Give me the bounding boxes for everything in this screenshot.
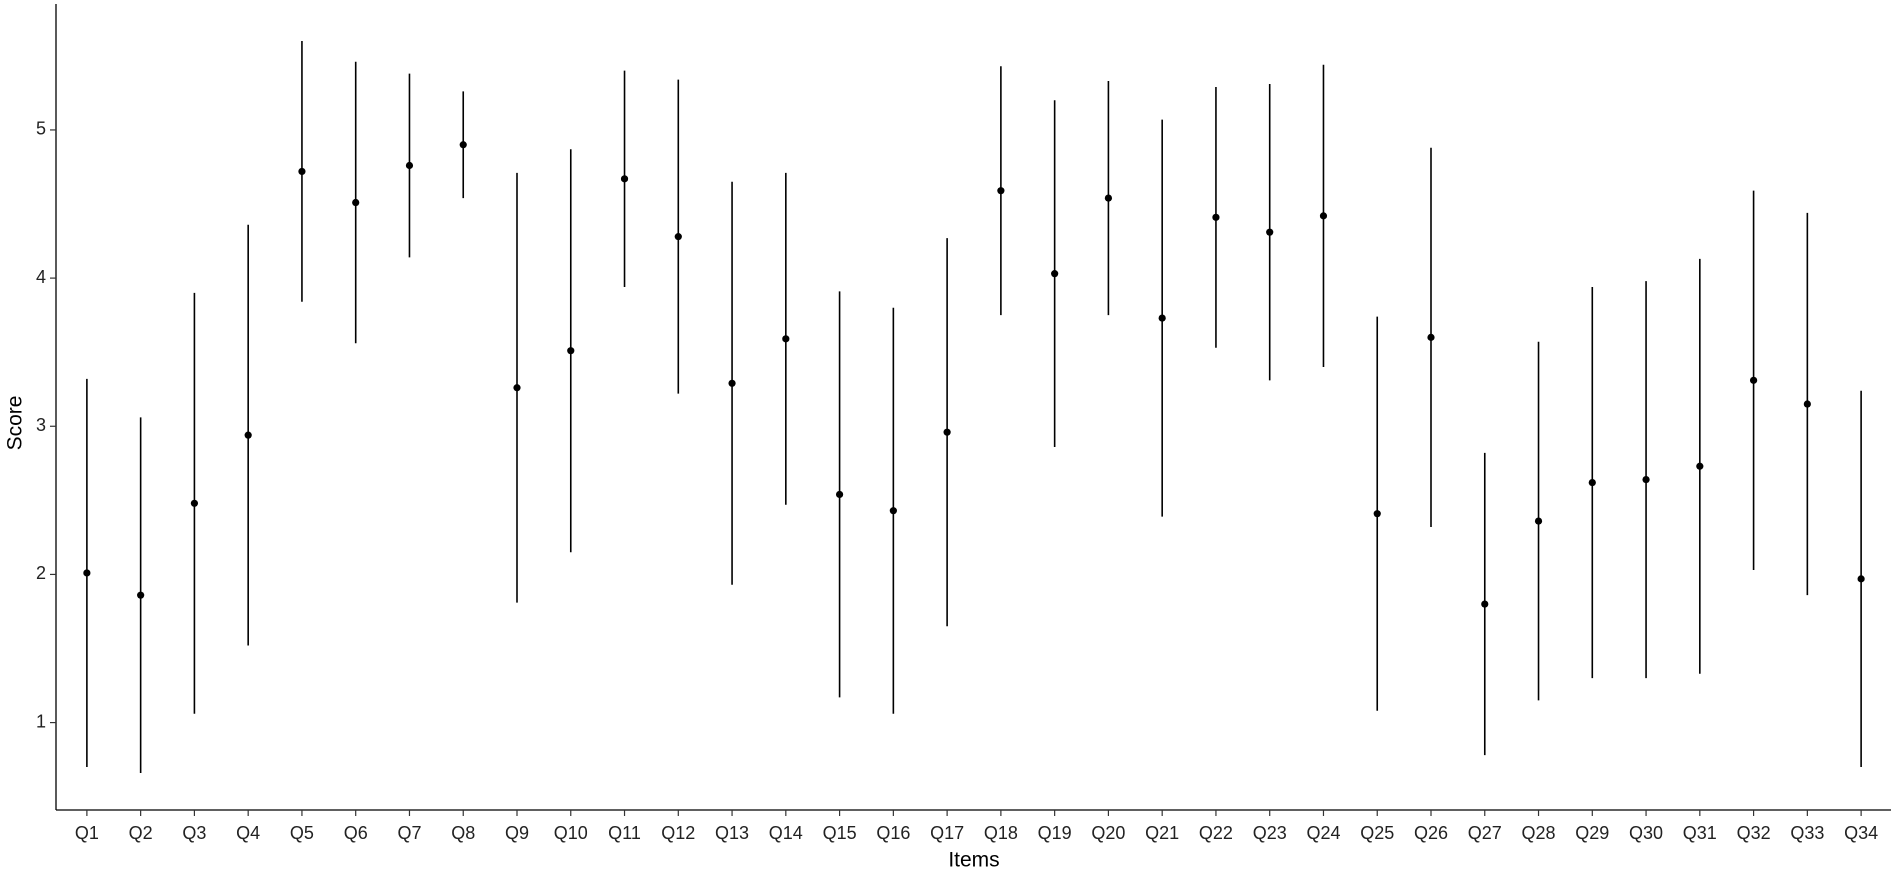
y-tick-label: 5	[36, 119, 46, 139]
point	[1534, 517, 1543, 525]
x-tick-label: Q6	[344, 823, 368, 843]
x-tick-label: Q31	[1683, 823, 1717, 843]
x-tick-label: Q14	[769, 823, 803, 843]
point	[1696, 462, 1704, 470]
x-tick-label: Q12	[661, 823, 695, 843]
point	[674, 233, 682, 241]
x-tick-label: Q23	[1253, 823, 1287, 843]
x-tick-label: Q10	[554, 823, 588, 843]
point	[1857, 575, 1865, 583]
point	[513, 384, 521, 392]
point	[1319, 212, 1328, 220]
point	[137, 591, 145, 599]
point	[244, 431, 252, 439]
x-tick-label: Q1	[75, 823, 99, 843]
point	[83, 569, 91, 577]
x-tick-label: Q9	[505, 823, 529, 843]
x-axis-title: Items	[948, 849, 999, 872]
point	[190, 499, 199, 507]
point	[298, 167, 306, 176]
x-tick-label: Q15	[823, 823, 857, 843]
point	[1642, 475, 1650, 484]
x-tick-label: Q34	[1844, 823, 1878, 843]
x-tick-label: Q13	[715, 823, 749, 843]
x-tick-label: Q29	[1575, 823, 1609, 843]
point	[1266, 228, 1274, 236]
x-tick-label: Q4	[236, 823, 260, 843]
x-tick-label: Q22	[1199, 823, 1233, 843]
x-tick-label: Q7	[397, 823, 421, 843]
point	[997, 187, 1005, 195]
x-tick-label: Q28	[1522, 823, 1556, 843]
x-tick-label: Q24	[1306, 823, 1340, 843]
point	[405, 161, 414, 170]
point	[728, 379, 736, 387]
point	[1212, 213, 1220, 221]
point	[1104, 194, 1113, 202]
y-tick-label: 3	[36, 415, 46, 435]
point	[459, 141, 467, 149]
point	[1051, 270, 1059, 278]
y-tick-label: 4	[36, 267, 46, 287]
x-tick-label: Q26	[1414, 823, 1448, 843]
x-tick-label: Q3	[182, 823, 206, 843]
x-tick-label: Q20	[1091, 823, 1125, 843]
point	[1749, 376, 1758, 384]
x-tick-label: Q32	[1737, 823, 1771, 843]
point	[1588, 478, 1596, 487]
point	[782, 335, 790, 343]
point	[943, 428, 951, 436]
point	[1803, 400, 1811, 408]
point	[1427, 333, 1435, 341]
point	[1373, 510, 1381, 518]
point	[889, 507, 897, 515]
y-tick-label: 2	[36, 563, 46, 583]
y-axis-title: Score	[4, 396, 27, 451]
x-tick-label: Q27	[1468, 823, 1502, 843]
x-tick-label: Q8	[451, 823, 475, 843]
x-tick-label: Q11	[608, 823, 641, 843]
x-tick-label: Q2	[129, 823, 153, 843]
point	[835, 490, 844, 499]
x-tick-label: Q17	[930, 823, 964, 843]
x-tick-label: Q21	[1145, 823, 1179, 843]
x-tick-label: Q25	[1360, 823, 1394, 843]
point	[620, 175, 629, 183]
x-tick-label: Q19	[1038, 823, 1072, 843]
point	[1158, 314, 1166, 322]
x-tick-label: Q16	[876, 823, 910, 843]
point	[567, 347, 575, 355]
x-tick-label: Q33	[1790, 823, 1824, 843]
point	[352, 198, 360, 207]
x-tick-label: Q5	[290, 823, 314, 843]
x-tick-label: Q18	[984, 823, 1018, 843]
x-tick-label: Q30	[1629, 823, 1663, 843]
point	[1481, 600, 1489, 608]
y-tick-label: 1	[36, 711, 46, 731]
